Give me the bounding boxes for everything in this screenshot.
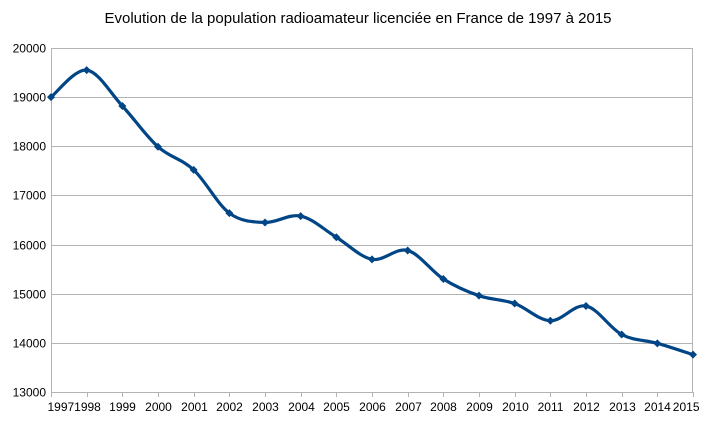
- y-tick-label: 16000: [13, 239, 47, 253]
- series-line: [49, 68, 695, 357]
- y-tick-label: 14000: [13, 337, 47, 351]
- data-point-marker: [653, 339, 662, 348]
- x-tick-label: 2010: [502, 400, 529, 414]
- data-point-marker: [118, 101, 127, 110]
- y-tick-label: 17000: [13, 189, 47, 203]
- x-tick-label: 2005: [323, 400, 350, 414]
- chart-title: Evolution de la population radioamateur …: [104, 10, 611, 27]
- gridlines: [51, 48, 693, 393]
- y-tick-label: 19000: [13, 91, 47, 105]
- x-tick-label: 2007: [395, 400, 422, 414]
- data-point-marker: [582, 302, 590, 310]
- data-point-marker: [225, 209, 234, 218]
- data-point-marker: [47, 93, 55, 102]
- x-tick-label: 2013: [609, 400, 636, 414]
- data-point-marker: [154, 142, 162, 151]
- data-point-marker: [332, 233, 341, 242]
- x-tick-label: 2006: [359, 400, 386, 414]
- y-tick-label: 20000: [13, 42, 47, 56]
- x-tick-label: 2012: [573, 400, 600, 414]
- x-tick-label: 2002: [216, 400, 243, 414]
- data-point-marker: [261, 218, 269, 227]
- data-point-marker: [403, 246, 412, 255]
- data-point-marker: [296, 212, 305, 221]
- series-layer: [47, 66, 697, 359]
- data-point-marker: [689, 350, 697, 359]
- x-tick-label: 2015: [673, 400, 700, 414]
- x-tick-label: 2001: [181, 400, 208, 414]
- x-tick-label: 1999: [109, 400, 136, 414]
- x-tick-label: 1998: [74, 400, 101, 414]
- data-point-marker: [189, 165, 198, 174]
- x-tick-label: 2003: [252, 400, 279, 414]
- y-axis-tick-labels: 13000 14000 15000 16000 17000 18000 19000 20000: [13, 42, 47, 400]
- data-point-marker: [475, 291, 483, 300]
- data-point-marker: [510, 299, 519, 308]
- axes: [51, 48, 694, 397]
- x-tick-label: 1997: [48, 400, 75, 414]
- x-tick-label: 2014: [644, 400, 671, 414]
- x-tick-label: 2008: [430, 400, 457, 414]
- y-tick-label: 15000: [13, 288, 47, 302]
- x-tick-label: 2000: [145, 400, 172, 414]
- data-point-marker: [368, 255, 376, 264]
- x-tick-label: 2009: [466, 400, 493, 414]
- data-point-marker: [439, 274, 448, 283]
- x-tick-label: 2011: [538, 400, 564, 414]
- y-tick-label: 18000: [13, 140, 47, 154]
- data-point-marker: [617, 330, 626, 339]
- x-axis-tick-labels: 1997 1998 1999 2000 2001 2002 2003 2004 2005 2006…: [48, 400, 700, 414]
- x-tick-label: 2004: [288, 400, 315, 414]
- data-point-marker: [82, 66, 91, 75]
- data-point-marker: [546, 316, 555, 325]
- y-tick-label: 13000: [13, 386, 47, 400]
